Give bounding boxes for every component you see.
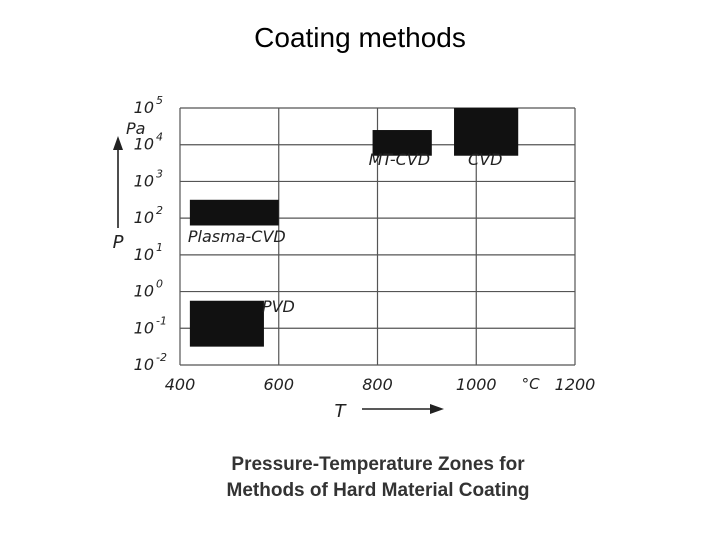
x-unit-label: °C xyxy=(522,375,541,393)
caption-line-2: Methods of Hard Material Coating xyxy=(226,480,530,501)
x-tick-label: 400 xyxy=(165,375,196,394)
x-axis-arrow-head xyxy=(430,404,444,414)
y-tick-label: 10 xyxy=(134,282,154,301)
caption-line-1: Pressure-Temperature Zones for xyxy=(231,454,525,475)
y-tick-exponent: 0 xyxy=(156,278,163,291)
chart-ticks: 400 600 800 1000 1200°C10 -210 -110 010 110 210 31… xyxy=(126,94,595,394)
zone-label: Plasma-CVD xyxy=(188,227,286,246)
zone-label: CVD xyxy=(468,150,502,169)
y-axis-label: P xyxy=(113,232,124,253)
x-tick-label: 800 xyxy=(362,375,393,394)
y-unit-label: Pa xyxy=(126,119,145,138)
y-tick-exponent: 5 xyxy=(156,94,163,107)
y-tick-label: 10 xyxy=(134,135,154,154)
chart-zones xyxy=(189,108,519,347)
zone-plasma-cvd xyxy=(189,199,279,226)
figure-caption: Pressure-Temperature Zones for Methods o… xyxy=(0,452,720,504)
y-tick-label: 10 xyxy=(134,355,154,374)
chart-labels: PVD Plasma-CVD MT-CVD CVD xyxy=(188,150,503,316)
y-tick-exponent: -1 xyxy=(156,314,167,327)
slide-title: Coating methods xyxy=(254,22,466,53)
y-tick-exponent: -2 xyxy=(156,351,167,364)
y-axis-arrow-head xyxy=(113,136,123,150)
y-tick-exponent: 3 xyxy=(156,167,163,180)
y-tick-label: 10 xyxy=(134,171,154,190)
chart-axes: PT xyxy=(113,136,444,422)
zone-pvd xyxy=(189,300,264,347)
y-tick-label: 10 xyxy=(134,98,154,117)
y-tick-exponent: 2 xyxy=(156,204,163,217)
y-tick-label: 10 xyxy=(134,245,154,264)
x-tick-label: 600 xyxy=(263,375,294,394)
zone-mt-cvd xyxy=(372,130,432,156)
y-tick-exponent: 4 xyxy=(156,131,163,144)
zone-label: PVD xyxy=(262,297,295,316)
x-tick-label: 1000 xyxy=(456,375,497,394)
y-tick-exponent: 1 xyxy=(156,241,163,254)
x-axis-label: T xyxy=(335,401,348,422)
zone-cvd xyxy=(454,108,519,156)
y-tick-label: 10 xyxy=(134,318,154,337)
x-tick-label: 1200 xyxy=(555,375,596,394)
y-tick-label: 10 xyxy=(134,208,154,227)
zone-label: MT-CVD xyxy=(369,150,431,169)
